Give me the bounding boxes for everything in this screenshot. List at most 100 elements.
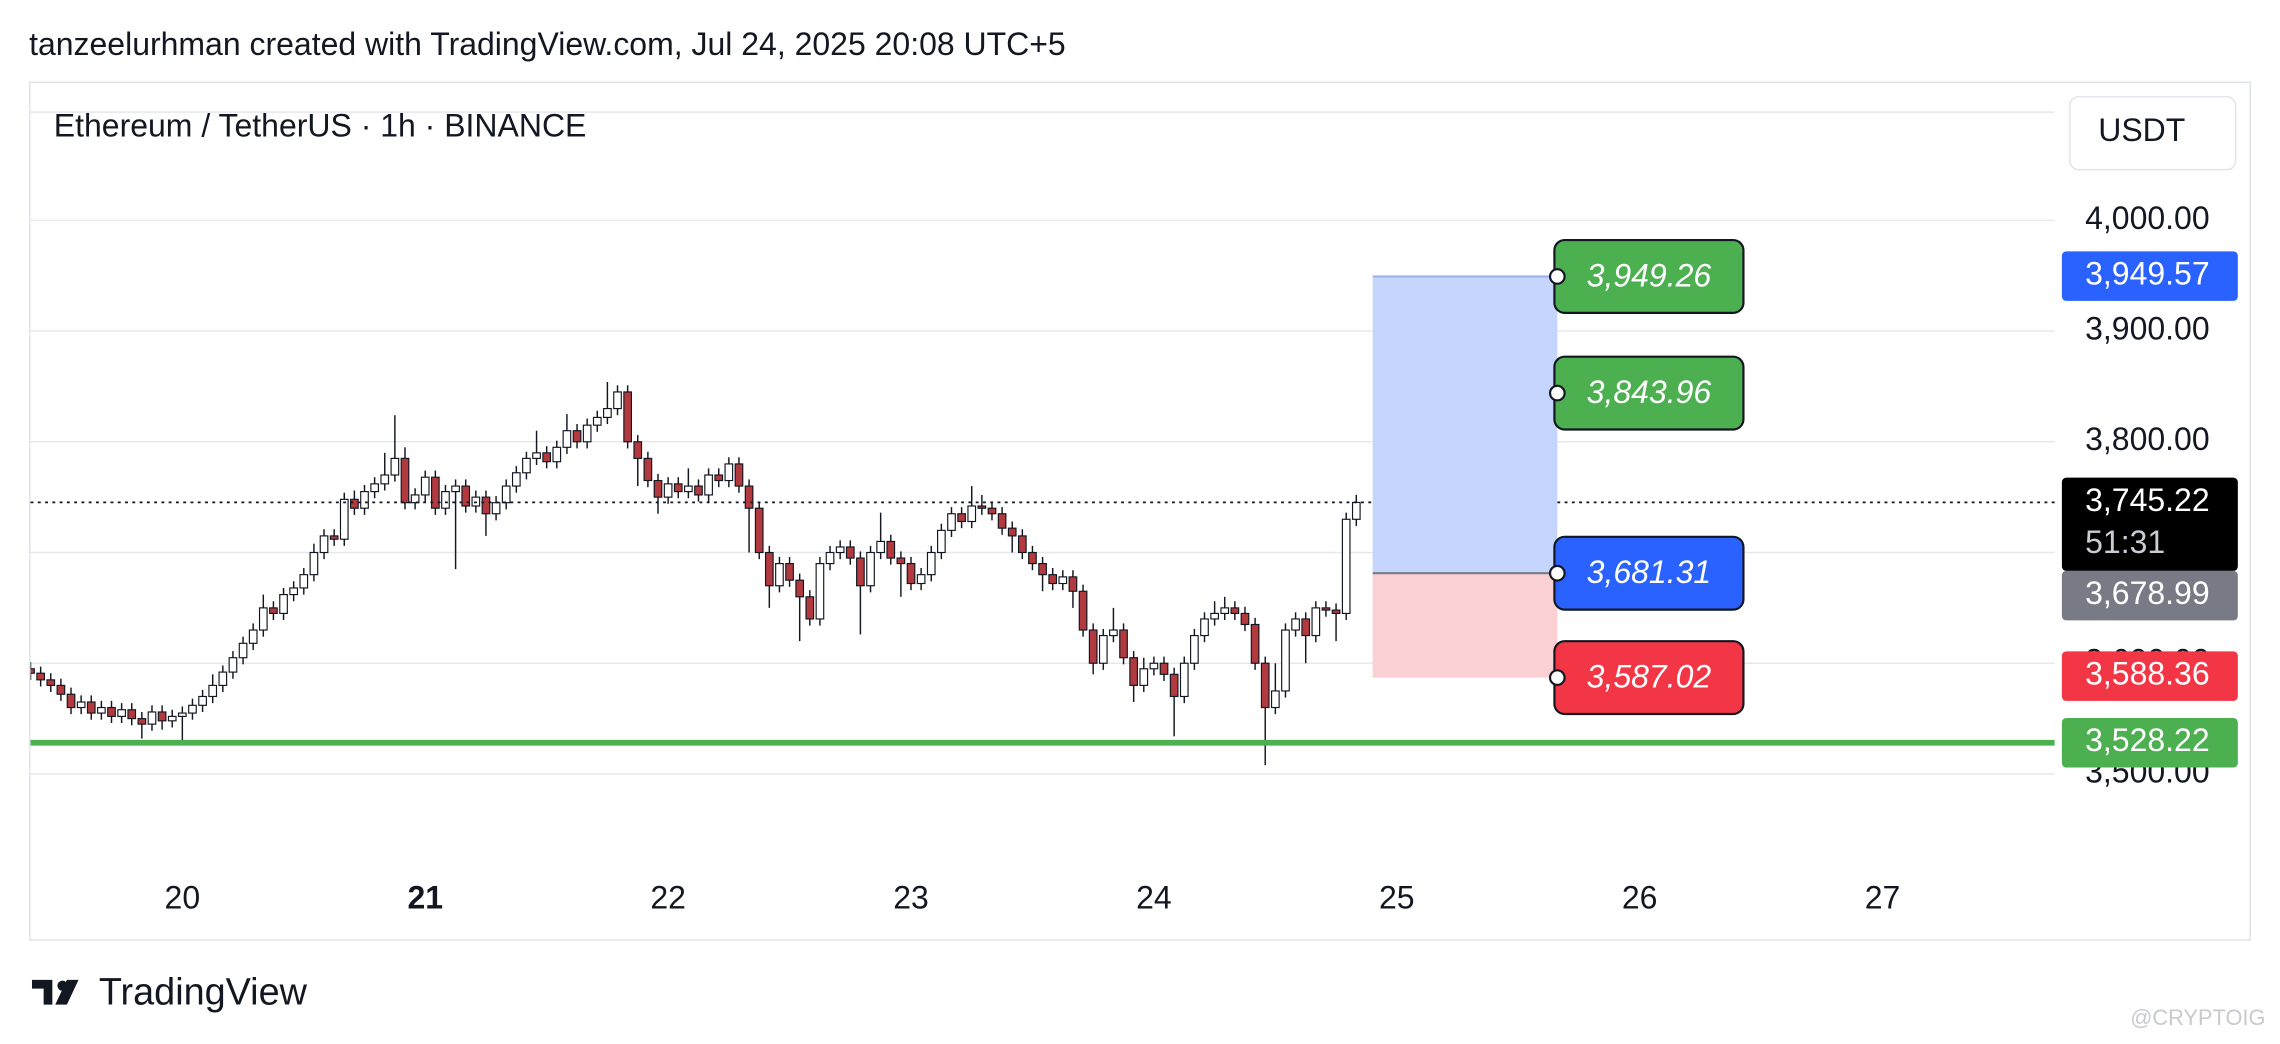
candle-body (613, 391, 622, 410)
candle-body (1210, 612, 1219, 620)
candle-body (248, 629, 258, 644)
candle-body (137, 718, 147, 725)
currency-button[interactable] (2069, 96, 2237, 171)
candle-body (218, 671, 228, 686)
candle-body (704, 474, 713, 496)
candle-body (1200, 618, 1209, 637)
footer-logo (31, 979, 79, 1005)
candle-body (400, 457, 410, 504)
x-tick-label: 21 (407, 879, 443, 915)
candle-body (329, 535, 339, 540)
candle-body (532, 452, 541, 459)
candle-body (1007, 527, 1017, 537)
candle-body (805, 596, 815, 620)
candle-body (1301, 618, 1311, 637)
candle-body (906, 563, 916, 585)
candle-body (1098, 634, 1108, 664)
candle-body (633, 441, 643, 459)
candle-body (1291, 618, 1300, 631)
y-tick-label: 3,900.00 (2085, 310, 2209, 346)
price-badge (2061, 251, 2238, 301)
candle-body (997, 513, 1007, 529)
candle-body (845, 546, 855, 559)
candle-body (1139, 668, 1149, 686)
price-badge-label: 3,528.22 (2085, 722, 2209, 758)
candle-body (1281, 629, 1290, 692)
position-handle (1548, 564, 1566, 582)
candle-body (390, 457, 400, 476)
price-axis: 3,500.003,600.003,700.003,800.003,900.00… (2061, 200, 2238, 789)
candle-body (188, 704, 197, 714)
x-tick-label: 25 (1379, 879, 1415, 915)
candle-body (1270, 690, 1280, 709)
candle-body (430, 476, 440, 509)
candle-body (764, 551, 774, 587)
logo-dot (57, 980, 68, 991)
currency[interactable]: USDT (2098, 112, 2185, 148)
candle-body (1129, 657, 1139, 686)
candle-body (339, 498, 349, 540)
candle-body (643, 457, 653, 482)
candle-body (1190, 634, 1199, 664)
candle-body (177, 712, 187, 717)
candle-body (1058, 576, 1068, 585)
candle-body (542, 452, 552, 463)
profit-zone (1372, 276, 1558, 574)
candle-body (896, 557, 906, 565)
price-badge (2061, 651, 2238, 701)
candle-body (714, 474, 724, 482)
candle-body (1260, 662, 1270, 709)
candle-body (653, 479, 663, 498)
candle-body (552, 446, 562, 463)
candle-body (694, 485, 703, 496)
candle-body (926, 551, 936, 576)
candle-body (1321, 607, 1331, 611)
candle-body (66, 693, 76, 709)
candle-body (97, 706, 106, 714)
price-badge-label: 3,588.36 (2085, 656, 2209, 692)
pane-border (29, 81, 2251, 941)
candle-body (1179, 662, 1189, 698)
candle-body (1240, 612, 1250, 626)
candle-body (1230, 607, 1240, 614)
price-badge (2061, 570, 2238, 621)
candle-body (886, 540, 896, 559)
credit: tanzeelurhman created with TradingView.c… (29, 26, 1066, 62)
candle-body (117, 709, 126, 717)
candle-body (724, 463, 734, 482)
candle-body (734, 463, 744, 487)
position-label: 3,949.26 (1587, 257, 1712, 293)
candle-body (451, 485, 460, 493)
candle-body (228, 657, 238, 673)
candle-body (603, 407, 612, 418)
candle-body (1341, 518, 1351, 614)
candle-body (673, 483, 683, 493)
candle-body (46, 679, 56, 686)
candle-body (562, 430, 572, 448)
candle-body (157, 711, 167, 722)
price-badge-label: 3,949.57 (2085, 256, 2209, 292)
candle-body (1028, 551, 1037, 565)
candle-body (916, 574, 926, 585)
candle-body (461, 485, 471, 507)
candle-body (876, 540, 886, 554)
candle-body (107, 706, 116, 717)
watermark: @CRYPTOIG (2130, 1005, 2265, 1030)
candle-body (238, 642, 248, 659)
x-tick-label: 20 (165, 879, 201, 915)
position-label: 3,681.31 (1587, 554, 1711, 590)
candle-body (319, 535, 329, 554)
candle-body (1250, 623, 1260, 664)
candle-body (937, 529, 946, 554)
position-handle (1548, 669, 1566, 686)
y-tick-label: 4,000.00 (2085, 200, 2209, 236)
price-badge (2061, 717, 2238, 768)
candle-body (957, 513, 966, 523)
candle-body (947, 513, 956, 531)
candle-body (511, 472, 521, 487)
candle-body (501, 485, 511, 504)
candle-body (289, 587, 299, 596)
candle-body (350, 498, 359, 509)
symbol-title: Ethereum / TetherUS · 1h · BINANCE (54, 108, 587, 144)
candle-body (410, 494, 420, 504)
